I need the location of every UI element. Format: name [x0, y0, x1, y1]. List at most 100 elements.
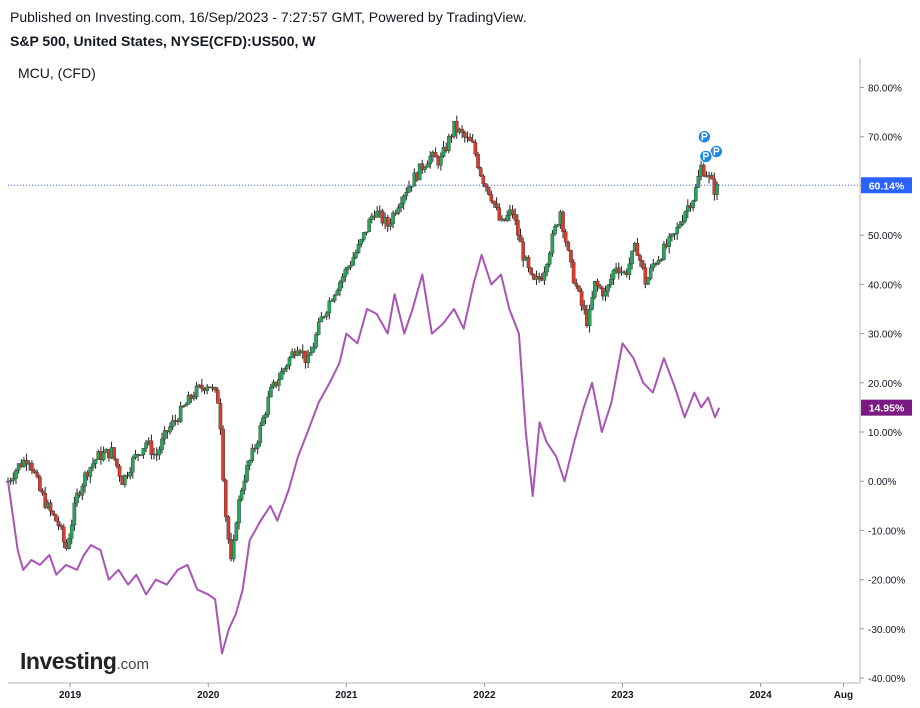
candle-body: [696, 176, 701, 188]
candle-body: [192, 396, 196, 399]
candle-body: [348, 264, 353, 268]
candle-body: [529, 267, 533, 275]
candle-body: [547, 253, 552, 265]
candle-body: [91, 463, 95, 468]
candle-body: [226, 516, 231, 540]
candle-body: [476, 153, 480, 168]
compare-line-series: [7, 253, 721, 655]
spx-last-label: 60.14%: [869, 180, 905, 192]
candle-body: [123, 474, 127, 485]
candle-body: [709, 174, 714, 180]
candle-body: [359, 239, 363, 245]
candle-body: [160, 438, 164, 450]
candle-body: [61, 526, 66, 543]
candle-body: [420, 163, 425, 170]
y-tick-label: 20.00%: [868, 379, 902, 390]
candle-body: [43, 493, 47, 508]
candle-body: [590, 297, 595, 310]
candle-body: [330, 300, 334, 302]
candle-body: [646, 278, 650, 285]
x-tick-label: 2020: [197, 690, 220, 701]
candle-body: [385, 217, 390, 227]
candle-body: [314, 334, 318, 348]
candle-body: [470, 140, 475, 143]
candle-body: [308, 352, 313, 356]
event-markers[interactable]: [697, 130, 724, 164]
candle-body: [128, 471, 132, 477]
y-tick-label: 0.00%: [868, 477, 896, 488]
candle-body: [561, 211, 565, 232]
candle-body: [468, 137, 472, 142]
event-marker-icon[interactable]: [697, 130, 712, 144]
candle-body: [505, 214, 510, 221]
candle-body: [401, 195, 406, 204]
candle-body: [93, 459, 98, 464]
candle-body: [215, 389, 220, 404]
candle-body: [659, 259, 664, 261]
candle-body: [221, 428, 225, 481]
y-tick-label: 70.00%: [868, 133, 902, 144]
candle-body: [131, 457, 135, 473]
candle-body: [285, 365, 289, 369]
candle-body: [555, 224, 560, 227]
candle-body: [250, 447, 255, 461]
candle-body: [571, 261, 576, 284]
candle-body: [701, 164, 706, 177]
candle-body: [101, 452, 106, 461]
spx-last-badge: [861, 177, 912, 194]
candle-body: [69, 524, 74, 539]
candle-body: [518, 235, 523, 243]
candle-body: [282, 368, 286, 372]
candle-body: [319, 316, 324, 323]
x-tick-label: 2019: [59, 690, 82, 701]
candle-body: [194, 385, 199, 398]
candle-body: [494, 203, 499, 208]
candle-body: [675, 226, 679, 234]
candle-body: [454, 121, 459, 133]
candle-body: [489, 194, 494, 202]
candle-body: [48, 502, 53, 512]
candle-body: [380, 210, 385, 224]
candle-body: [678, 224, 682, 228]
event-marker-glyph: [703, 152, 709, 160]
candle-body: [242, 480, 247, 491]
candle-body: [311, 346, 316, 353]
candle-body: [635, 242, 640, 256]
candle-body: [80, 485, 85, 496]
event-marker-icon[interactable]: [709, 144, 724, 159]
candle-body: [266, 396, 271, 415]
candle-body: [354, 252, 358, 259]
candle-body: [425, 163, 430, 168]
x-tick-label: 2022: [473, 690, 496, 701]
x-tick-label: 2023: [611, 690, 634, 701]
candle-body: [598, 285, 602, 289]
candle-body: [218, 403, 223, 430]
candle-body: [609, 279, 613, 286]
candle-body: [407, 186, 411, 193]
candle-body: [83, 472, 87, 487]
candle-body: [277, 379, 281, 386]
candle-body: [24, 459, 29, 465]
candle-body: [497, 207, 502, 221]
candle-body: [409, 185, 414, 188]
candle-body: [616, 267, 621, 274]
mcu-last-badge: [861, 399, 912, 416]
candle-body: [433, 152, 438, 158]
candle-body: [168, 426, 172, 433]
candle-body: [184, 404, 188, 407]
candle-body: [138, 454, 143, 456]
candle-body: [75, 492, 79, 504]
candle-body: [186, 394, 191, 405]
candlestick-series: [6, 115, 719, 562]
mcu-last-label: 14.95%: [869, 403, 905, 415]
candle-body: [181, 405, 186, 408]
candle-body: [656, 259, 661, 265]
event-marker-icon[interactable]: [699, 149, 713, 164]
candle-body: [234, 522, 239, 541]
candle-body: [115, 458, 119, 467]
candle-body: [630, 250, 634, 265]
candle-body: [606, 284, 610, 292]
candle-body: [30, 462, 34, 471]
candle-body: [200, 384, 204, 389]
